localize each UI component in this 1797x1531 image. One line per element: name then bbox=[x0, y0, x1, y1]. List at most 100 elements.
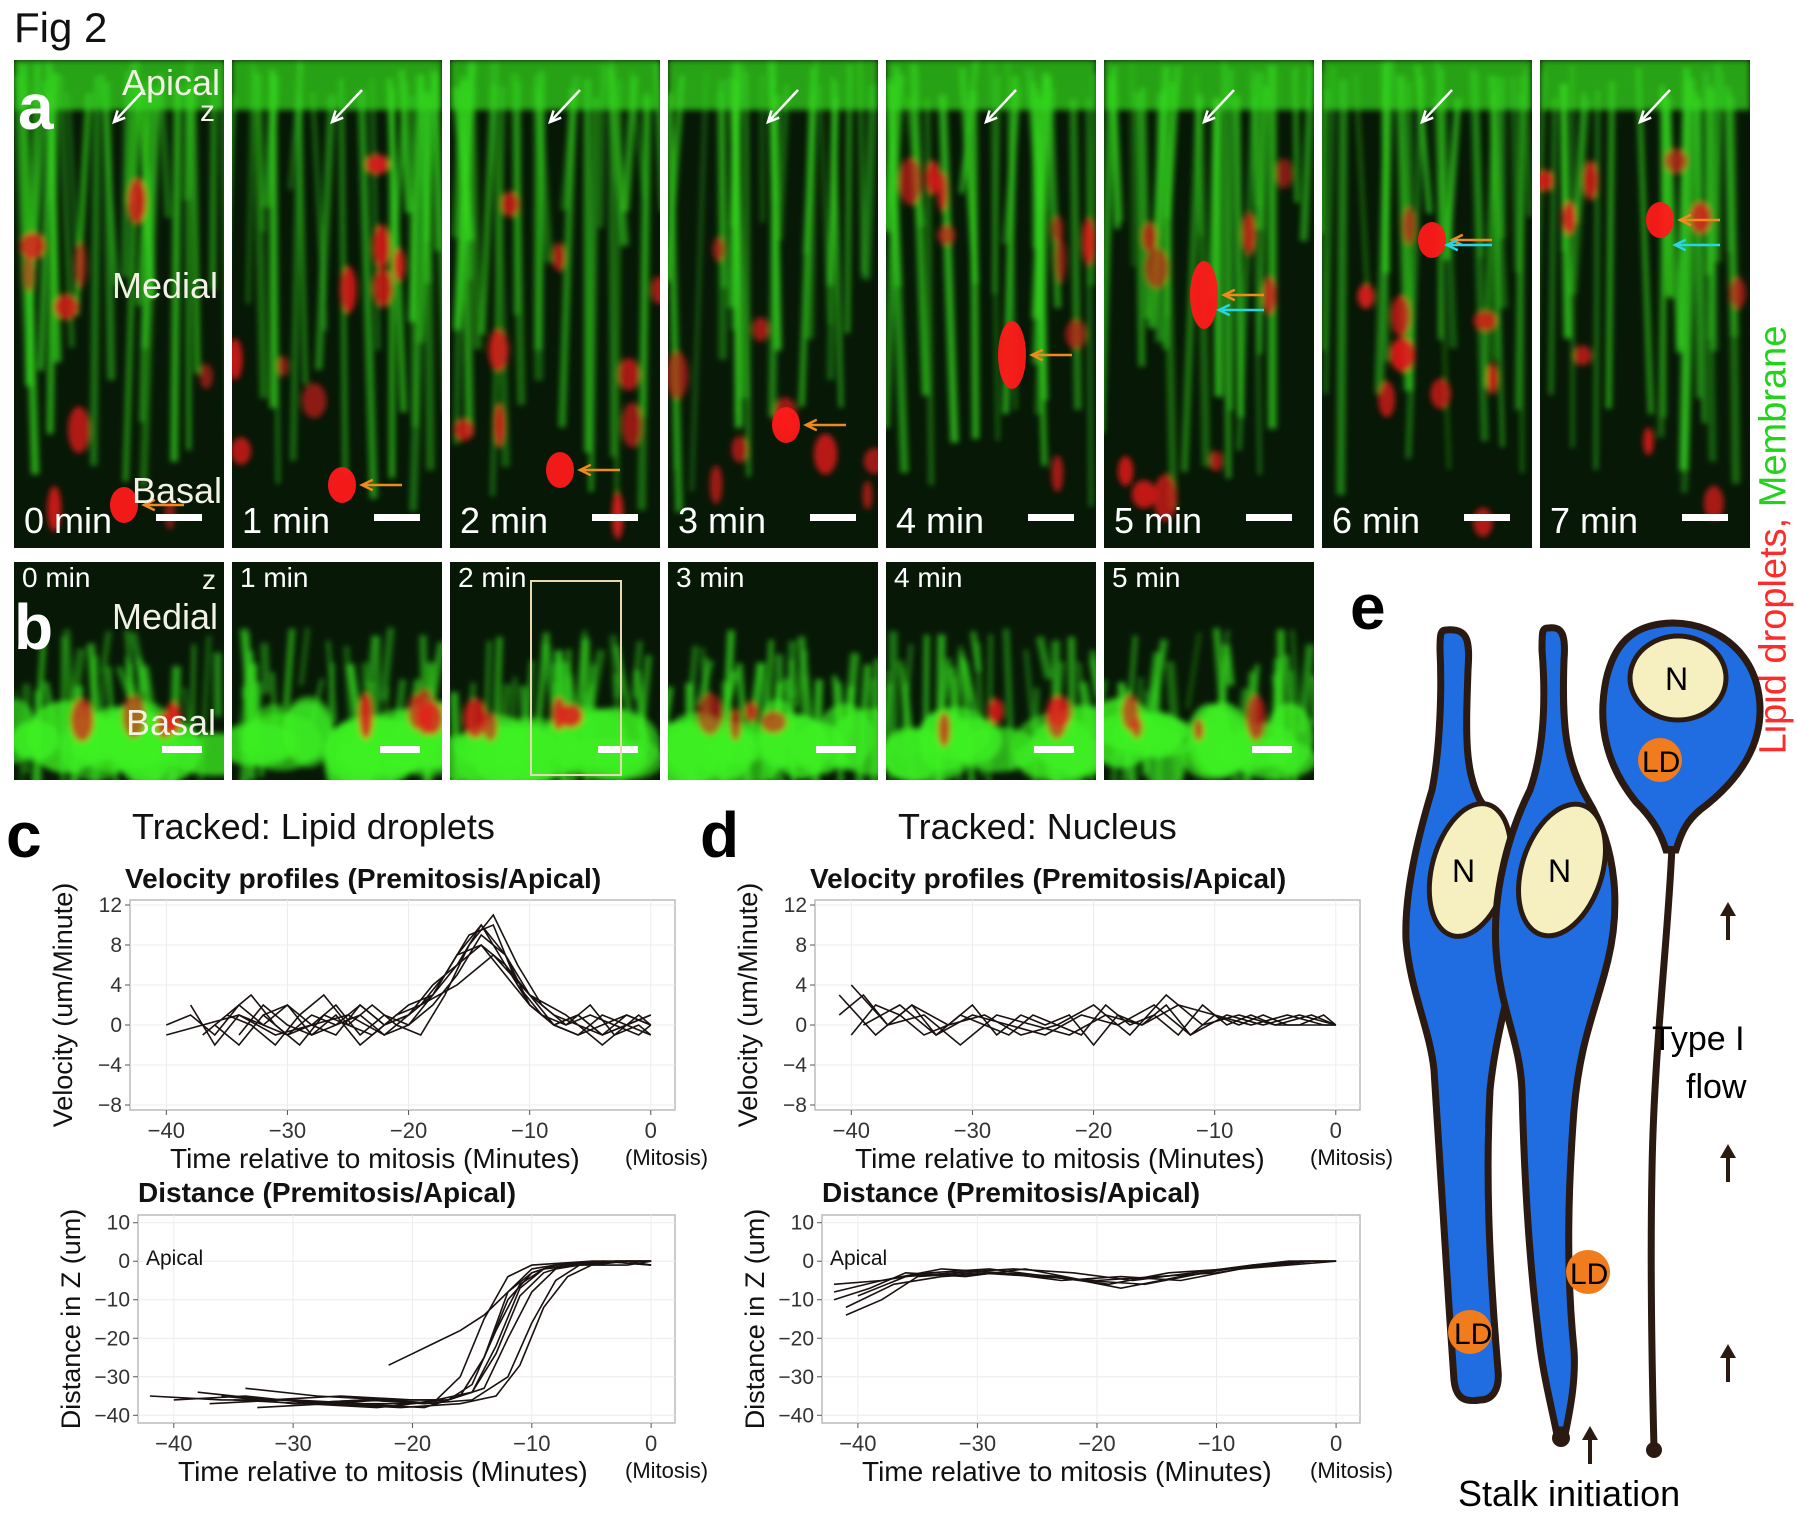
cyan-arrow bbox=[1444, 238, 1492, 252]
y-tick-label: 10 bbox=[791, 1212, 814, 1235]
scale-bar bbox=[810, 514, 856, 521]
panel-d-tracked-title: Tracked: Nucleus bbox=[898, 806, 1177, 847]
cell-2-lipid bbox=[1566, 1250, 1610, 1294]
microscopy-image bbox=[1540, 60, 1750, 548]
timepoint-label: 5 min bbox=[1114, 500, 1203, 541]
cell-3-lipid bbox=[1638, 738, 1682, 782]
microscopy-image bbox=[232, 562, 442, 780]
y-axis-label: Velocity (um/Minute) bbox=[733, 883, 763, 1128]
scale-bar bbox=[598, 746, 638, 753]
x-axis-label: Time relative to mitosis (Minutes) bbox=[855, 1143, 1265, 1174]
y-tick-label: −30 bbox=[94, 1366, 130, 1389]
timepoint-label: 1 min bbox=[242, 500, 331, 541]
orange-arrow bbox=[359, 478, 402, 492]
cell-2-nucleus bbox=[1516, 801, 1608, 939]
series-line-7 bbox=[262, 923, 652, 1037]
chart-c-distance: −40 −30 −20 −10 0 −40 −30 −20 −10 0 10 Distance (Pr… bbox=[56, 1177, 708, 1487]
cell-3-lipid-label: LD bbox=[1642, 746, 1680, 779]
orange-arrow bbox=[1029, 348, 1072, 362]
x-tick-label: −20 bbox=[1078, 1431, 1115, 1456]
x-tick-label: −20 bbox=[394, 1431, 431, 1456]
scale-bar bbox=[1246, 514, 1292, 521]
microscopy-image bbox=[1104, 562, 1314, 780]
series-line-1 bbox=[189, 933, 652, 1047]
microscopy-image bbox=[668, 562, 878, 780]
timepoint-label: 4 min bbox=[894, 562, 963, 593]
white-arrow bbox=[1638, 89, 1671, 125]
plot-area bbox=[814, 899, 1361, 1111]
y-tick-label: 0 bbox=[110, 1014, 122, 1037]
panel-label-a: a bbox=[18, 71, 54, 143]
white-arrow bbox=[548, 89, 581, 125]
x-axis-label: Time relative to mitosis (Minutes) bbox=[178, 1456, 588, 1487]
series-line-0 bbox=[838, 993, 1337, 1037]
y-tick-label: −20 bbox=[94, 1327, 130, 1350]
y-tick-label: 12 bbox=[99, 894, 122, 917]
cell-3-stalk-end bbox=[1646, 1442, 1662, 1458]
mitosis-label: (Mitosis) bbox=[1310, 1458, 1393, 1483]
cell-1-nucleus-label: N bbox=[1452, 853, 1475, 889]
scale-bar bbox=[1028, 514, 1074, 521]
y-tick-label: 4 bbox=[110, 974, 122, 997]
panel-label-c: c bbox=[6, 799, 42, 871]
scale-bar bbox=[592, 514, 638, 521]
x-tick-label: −20 bbox=[390, 1118, 427, 1143]
cell-2-stalk-end bbox=[1552, 1429, 1570, 1447]
y-tick-label: 10 bbox=[107, 1212, 130, 1235]
y-tick-label: 0 bbox=[802, 1250, 814, 1273]
orange-arrow bbox=[1677, 213, 1720, 227]
scale-bar bbox=[374, 514, 420, 521]
y-axis-label: Velocity (um/Minute) bbox=[48, 883, 78, 1128]
chart-title: Velocity profiles (Premitosis/Apical) bbox=[125, 863, 601, 894]
z-axis-label: z bbox=[200, 95, 215, 128]
y-tick-label: −4 bbox=[98, 1054, 122, 1077]
panel-a-frame-6: 6 min bbox=[1322, 60, 1532, 548]
z-axis-label-b: z bbox=[202, 564, 216, 595]
y-tick-label: −40 bbox=[94, 1404, 130, 1427]
plot-area bbox=[129, 899, 676, 1111]
y-tick-label: −10 bbox=[778, 1289, 814, 1312]
x-tick-label: −40 bbox=[155, 1431, 192, 1456]
x-tick-label: 0 bbox=[645, 1431, 657, 1456]
x-tick-label: −10 bbox=[1198, 1431, 1235, 1456]
x-tick-label: 0 bbox=[1330, 1118, 1342, 1143]
x-tick-label: −30 bbox=[274, 1431, 311, 1456]
stalk-initiation-label: Stalk initiation bbox=[1458, 1473, 1680, 1510]
series-line-9 bbox=[293, 1260, 652, 1405]
microscopy-image bbox=[668, 60, 878, 548]
panel-a-frame-7: 7 min bbox=[1540, 60, 1750, 548]
apical-annotation: Apical bbox=[830, 1247, 887, 1270]
timepoint-label: 6 min bbox=[1332, 500, 1421, 541]
flow-arrow-1 bbox=[1720, 902, 1736, 940]
panel-label-d: d bbox=[700, 799, 740, 871]
panel-c-tracked-title: Tracked: Lipid droplets bbox=[132, 806, 495, 847]
x-tick-label: 0 bbox=[1330, 1431, 1342, 1456]
scale-bar bbox=[816, 746, 856, 753]
white-arrow bbox=[1420, 89, 1453, 125]
timepoint-label: 4 min bbox=[896, 500, 985, 541]
orange-arrow bbox=[577, 463, 620, 477]
timepoint-label: 2 min bbox=[458, 562, 527, 593]
medial-label: Medial bbox=[112, 265, 219, 306]
cell-1-lipid bbox=[1448, 1310, 1492, 1354]
y-tick-label: 0 bbox=[118, 1250, 130, 1273]
cell-3-stalk bbox=[1647, 845, 1676, 1449]
cell-2-nucleus-label: N bbox=[1548, 853, 1571, 889]
cell-3-nucleus-label: N bbox=[1665, 661, 1688, 697]
apical-label: Apical bbox=[122, 62, 221, 103]
scale-bar bbox=[1034, 746, 1074, 753]
orange-arrow bbox=[1221, 288, 1264, 302]
orange-arrow bbox=[141, 498, 184, 512]
flow-arrow-2 bbox=[1720, 1144, 1736, 1182]
series-line-5 bbox=[238, 944, 652, 1047]
timepoint-label: 7 min bbox=[1550, 500, 1639, 541]
panel-a-frame-1: 1 min bbox=[232, 60, 442, 548]
microscopy-image bbox=[1322, 60, 1532, 548]
x-axis-label: Time relative to mitosis (Minutes) bbox=[862, 1456, 1272, 1487]
scale-bar bbox=[1682, 514, 1728, 521]
chart-d-distance: −40 −30 −20 −10 0 −40 −30 −20 −10 0 10 Distance (Pr… bbox=[740, 1177, 1393, 1487]
timepoint-label: 2 min bbox=[460, 500, 549, 541]
panel-b-frame-2: 2 min bbox=[450, 562, 660, 780]
panel-a-frame-0: 0 min bbox=[14, 60, 224, 548]
panel-e-diagram: N LD N LD N LD Type I flow Stalk initiat… bbox=[1402, 619, 1764, 1510]
